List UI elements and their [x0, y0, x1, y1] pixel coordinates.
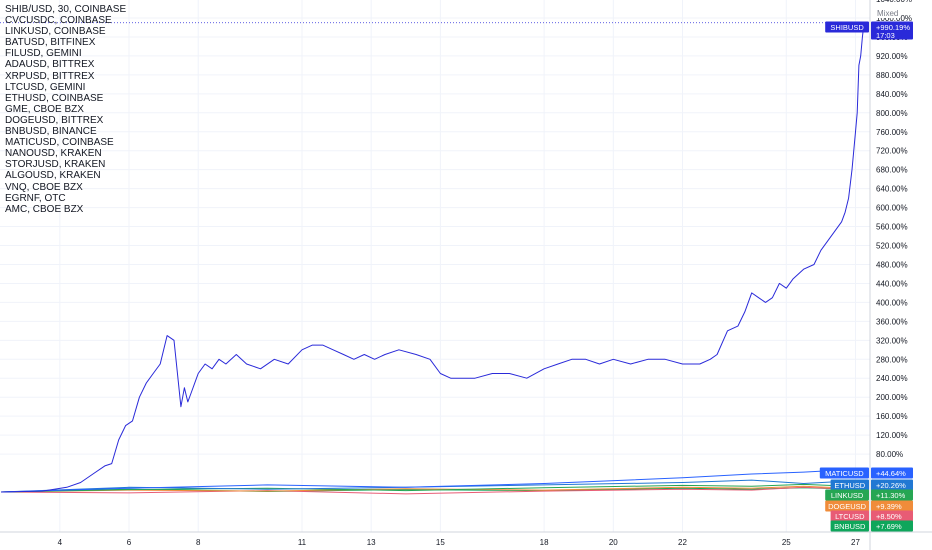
y-tick-label: 200.00% — [876, 393, 908, 402]
series-name-tag-label: ETHUSD — [834, 481, 865, 490]
x-tick-label: 13 — [367, 538, 376, 547]
price-tag-time: 17:03 — [876, 31, 895, 40]
grid — [0, 0, 870, 532]
legend-item[interactable]: DOGEUSD, BITTREX — [5, 114, 104, 126]
series-name-tag — [830, 520, 869, 532]
y-tick-label: 280.00% — [876, 355, 908, 364]
series-name-tag-label: MATICUSD — [825, 469, 864, 478]
x-tick-label: 4 — [58, 538, 63, 547]
y-tick-label: 800.00% — [876, 109, 908, 118]
series-name-tag — [819, 467, 869, 479]
x-axis: 4 6 8 11 13 15 18 20 22 25 27 — [0, 531, 932, 547]
y-tick-label: 640.00% — [876, 185, 908, 194]
series-name-tag — [830, 479, 869, 491]
price-tag — [871, 520, 913, 532]
series-name-tag-label: DOGEUSD — [828, 502, 867, 511]
legend-item[interactable]: AMC, CBOE BZX — [5, 203, 84, 215]
legend-item[interactable]: EGRNF, OTC — [5, 192, 66, 204]
legend-item[interactable]: VNQ, CBOE BZX — [5, 181, 83, 193]
legend-item[interactable]: ALGOUSD, KRAKEN — [5, 170, 101, 182]
legend-item[interactable]: ADAUSD, BITTREX — [5, 59, 95, 71]
y-axis: 1040.00%1000.00%960.00%920.00%880.00%840… — [869, 0, 912, 550]
y-tick-label: 600.00% — [876, 204, 908, 213]
x-tick-label: 27 — [851, 538, 860, 547]
y-tick-label: 360.00% — [876, 317, 908, 326]
legend-item[interactable]: STORJUSD, KRAKEN — [5, 159, 106, 171]
x-tick-label: 20 — [609, 538, 618, 547]
series-name-tag-label: LINKUSD — [831, 491, 864, 500]
y-tick-label: 80.00% — [876, 450, 903, 459]
price-tag — [871, 510, 913, 522]
price-tag-value: +44.64% — [876, 469, 906, 478]
price-tag-value: +20.26% — [876, 481, 906, 490]
price-tag — [871, 489, 913, 501]
y-tick-label: 240.00% — [876, 374, 908, 383]
legend-item[interactable]: ETHUSD, COINBASE — [5, 92, 104, 104]
series-name-tag — [825, 21, 869, 33]
series-name-tag-label: SHIBUSD — [830, 23, 864, 32]
y-tick-label: 480.00% — [876, 260, 908, 269]
x-tick-label: 22 — [678, 538, 687, 547]
scale-mode-label[interactable]: Mixed — [875, 9, 901, 18]
series-line-shibusd — [0, 22, 865, 493]
x-tick-label: 11 — [298, 538, 307, 547]
x-tick-label: 18 — [540, 538, 549, 547]
y-tick-label: 840.00% — [876, 90, 908, 99]
legend-item[interactable]: XRPUSD, BITTREX — [5, 70, 95, 82]
price-labels: SHIBUSD +990.19%17:03 MATICUSD +44.64% ETHUS… — [819, 21, 913, 532]
y-tick-label: 560.00% — [876, 223, 908, 232]
y-tick-label: 680.00% — [876, 166, 908, 175]
price-tag-value: +990.19% — [876, 23, 910, 32]
series-line-ltcusd — [0, 486, 866, 495]
y-tick-label: 160.00% — [876, 412, 908, 421]
x-tick-label: 15 — [436, 538, 445, 547]
series-name-tag — [825, 500, 869, 512]
legend-item[interactable]: LTCUSD, GEMINI — [5, 81, 86, 93]
series-line-dogeusd — [0, 485, 866, 493]
legend-item[interactable]: CVCUSDC, COINBASE — [5, 15, 112, 27]
x-tick-label: 8 — [196, 538, 201, 547]
y-tick-label: 1000.00% — [876, 14, 912, 23]
price-tag — [871, 21, 913, 40]
x-tick-label: 25 — [782, 538, 791, 547]
series-name-tag-label: LTCUSD — [835, 512, 865, 521]
price-tag — [871, 479, 913, 491]
series-name-tag — [825, 489, 869, 501]
y-tick-label: 440.00% — [876, 279, 908, 288]
series-line-linkusd — [0, 483, 866, 493]
series-legend: SHIB/USD, 30, COINBASE CVCUSDC, COINBASE L… — [5, 4, 126, 215]
x-tick-label: 6 — [127, 538, 132, 547]
y-tick-label: 880.00% — [876, 71, 908, 80]
y-tick-label: 760.00% — [876, 128, 908, 137]
series-line-ethusd — [0, 479, 866, 493]
y-tick-label: 920.00% — [876, 52, 908, 61]
price-tag-value: +11.30% — [876, 491, 906, 500]
price-tag-value: +9.39% — [876, 502, 902, 511]
price-tag — [871, 467, 913, 479]
price-tag-value: +8.50% — [876, 512, 902, 521]
legend-item[interactable]: NANOUSD, KRAKEN — [5, 148, 102, 160]
series-name-tag-label: BNBUSD — [834, 522, 866, 531]
y-tick-label: 120.00% — [876, 431, 908, 440]
price-tag-value: +7.69% — [876, 522, 902, 531]
legend-item[interactable]: GME, CBOE BZX — [5, 103, 84, 115]
legend-item[interactable]: LINKUSD, COINBASE — [5, 26, 106, 38]
y-tick-label: 1040.00% — [876, 0, 912, 4]
y-tick-label: 520.00% — [876, 242, 908, 251]
legend-item[interactable]: BATUSD, BITFINEX — [5, 37, 96, 49]
price-tag — [871, 500, 913, 512]
legend-item[interactable]: BNBUSD, BINANCE — [5, 126, 97, 138]
legend-item[interactable]: FILUSD, GEMINI — [5, 48, 82, 60]
legend-item[interactable]: SHIB/USD, 30, COINBASE — [5, 4, 127, 15]
y-tick-label: 400.00% — [876, 298, 908, 307]
y-tick-label: 720.00% — [876, 147, 908, 156]
legend-item[interactable]: MATICUSD, COINBASE — [5, 137, 114, 149]
series-name-tag — [830, 510, 869, 522]
y-tick-label: 320.00% — [876, 336, 908, 345]
